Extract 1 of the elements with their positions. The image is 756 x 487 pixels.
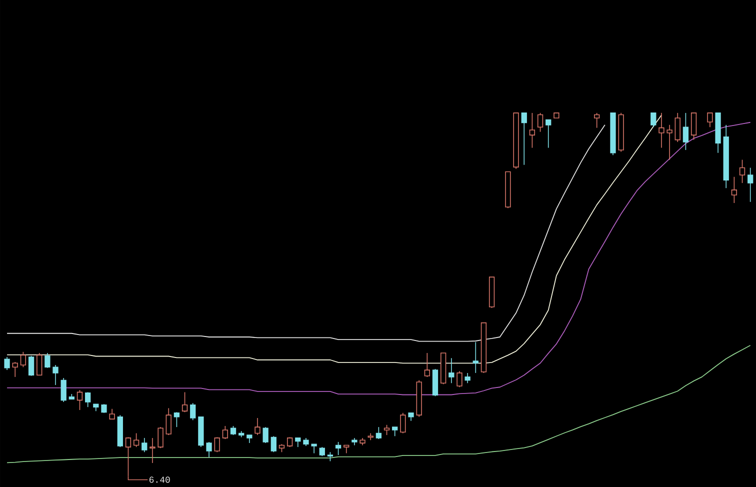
text: 6.40 xyxy=(149,476,170,483)
